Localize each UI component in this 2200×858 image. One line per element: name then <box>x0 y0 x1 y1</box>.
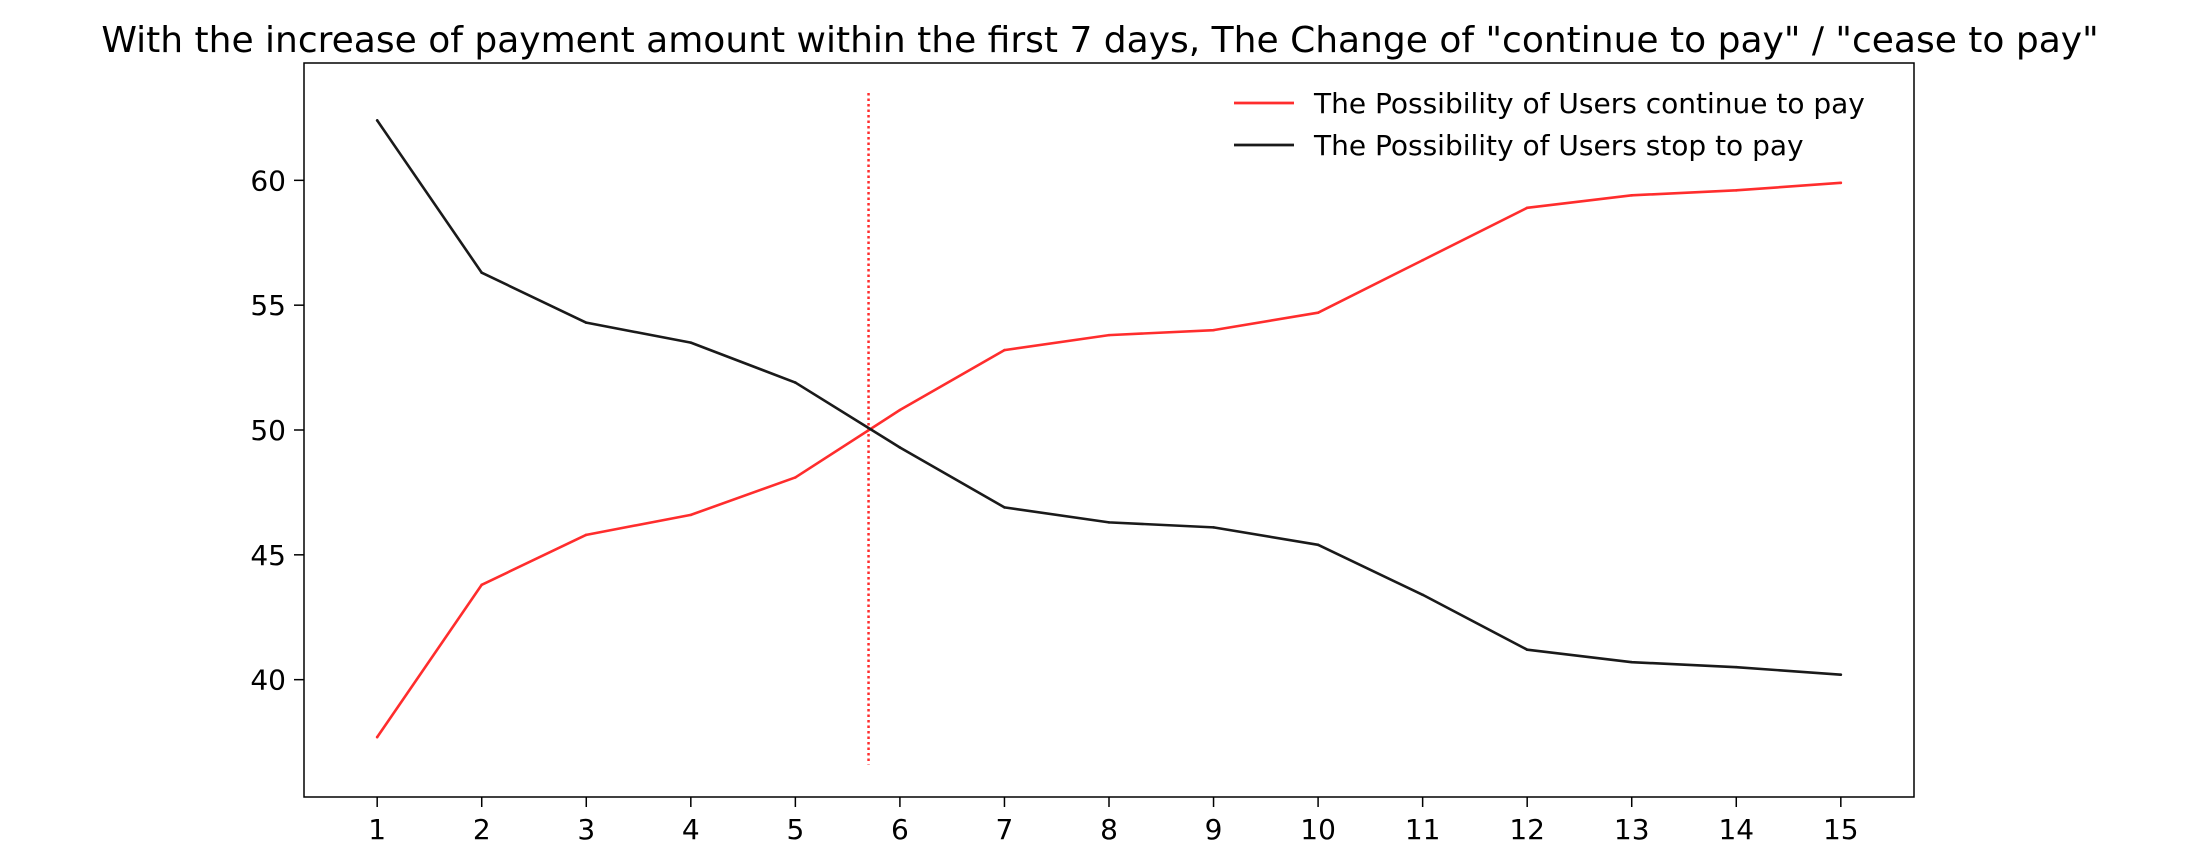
data-point <box>480 583 484 587</box>
data-point <box>1316 543 1320 547</box>
x-tick-label: 5 <box>786 813 804 846</box>
data-point <box>1003 348 1006 352</box>
data-point <box>1212 328 1215 332</box>
data-point <box>1525 206 1529 210</box>
data-point <box>375 735 379 739</box>
y-tick-label: 60 <box>250 164 286 197</box>
x-tick-label: 8 <box>1100 813 1118 846</box>
data-point <box>1734 665 1738 669</box>
data-point <box>584 533 588 537</box>
data-point <box>794 476 797 479</box>
y-tick-label: 55 <box>250 289 286 322</box>
x-tick-label: 10 <box>1300 813 1336 846</box>
data-point <box>1107 521 1111 524</box>
legend-label: The Possibility of Users continue to pay <box>1313 87 1865 120</box>
data-point <box>1003 506 1006 509</box>
x-tick-label: 11 <box>1405 813 1441 846</box>
x-tick-label: 14 <box>1718 813 1754 846</box>
data-point <box>1212 526 1215 529</box>
data-point <box>480 271 484 275</box>
data-point <box>1630 194 1634 197</box>
data-point <box>689 341 693 344</box>
y-tick-label: 50 <box>250 414 286 447</box>
data-point <box>1839 673 1843 676</box>
x-tick-label: 1 <box>368 813 386 846</box>
series-line-stop-to-pay <box>375 119 1843 676</box>
legend-label: The Possibility of Users stop to pay <box>1313 129 1804 162</box>
x-tick-label: 7 <box>996 813 1014 846</box>
data-point <box>1316 311 1320 314</box>
legend: The Possibility of Users continue to pay… <box>1234 87 1865 162</box>
data-point <box>1734 189 1738 192</box>
data-point <box>584 321 588 324</box>
data-point <box>689 513 693 517</box>
series-line-continue-to-pay <box>375 181 1843 739</box>
data-point <box>898 446 902 449</box>
x-tick-label: 15 <box>1823 813 1859 846</box>
chart-title: With the increase of payment amount with… <box>101 20 2098 61</box>
data-point <box>898 408 902 412</box>
data-point <box>1525 648 1529 652</box>
data-point <box>1839 181 1843 185</box>
data-point <box>1421 258 1424 262</box>
series-layer <box>375 119 1843 739</box>
y-tick-label: 45 <box>250 539 286 572</box>
data-point <box>1107 333 1111 337</box>
x-tick-label: 12 <box>1509 813 1545 846</box>
plot-area-frame <box>303 62 1915 798</box>
x-tick-label: 9 <box>1205 813 1223 846</box>
y-tick-label: 40 <box>250 664 286 697</box>
x-tick-label: 2 <box>473 813 491 846</box>
x-tick-label: 6 <box>891 813 909 846</box>
data-point <box>1630 660 1634 664</box>
data-point <box>1421 593 1424 597</box>
data-point <box>794 381 797 384</box>
data-point <box>375 119 379 122</box>
x-tick-label: 13 <box>1614 813 1650 846</box>
x-tick-label: 4 <box>682 813 700 846</box>
x-tick-label: 3 <box>577 813 595 846</box>
